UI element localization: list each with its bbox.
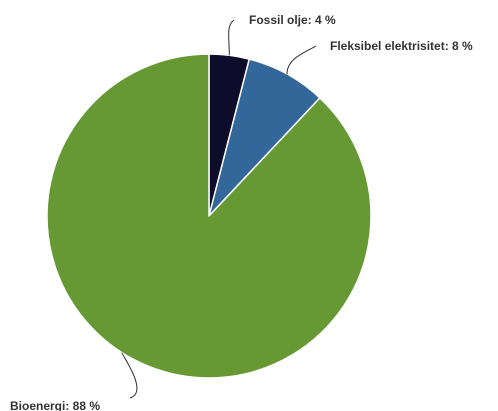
pie-slices xyxy=(47,54,371,378)
pie-slice-bioenergi xyxy=(47,54,371,378)
leader-line-fleksibel-elektrisitet xyxy=(287,46,316,74)
leader-line-fossil-olje xyxy=(229,20,234,55)
slice-label-bioenergi: Bioenergi: 88 % xyxy=(10,399,100,411)
slice-label-fossil-olje: Fossil olje: 4 % xyxy=(249,13,336,27)
slice-label-fleksibel-elektrisitet: Fleksibel elektrisitet: 8 % xyxy=(330,39,473,53)
